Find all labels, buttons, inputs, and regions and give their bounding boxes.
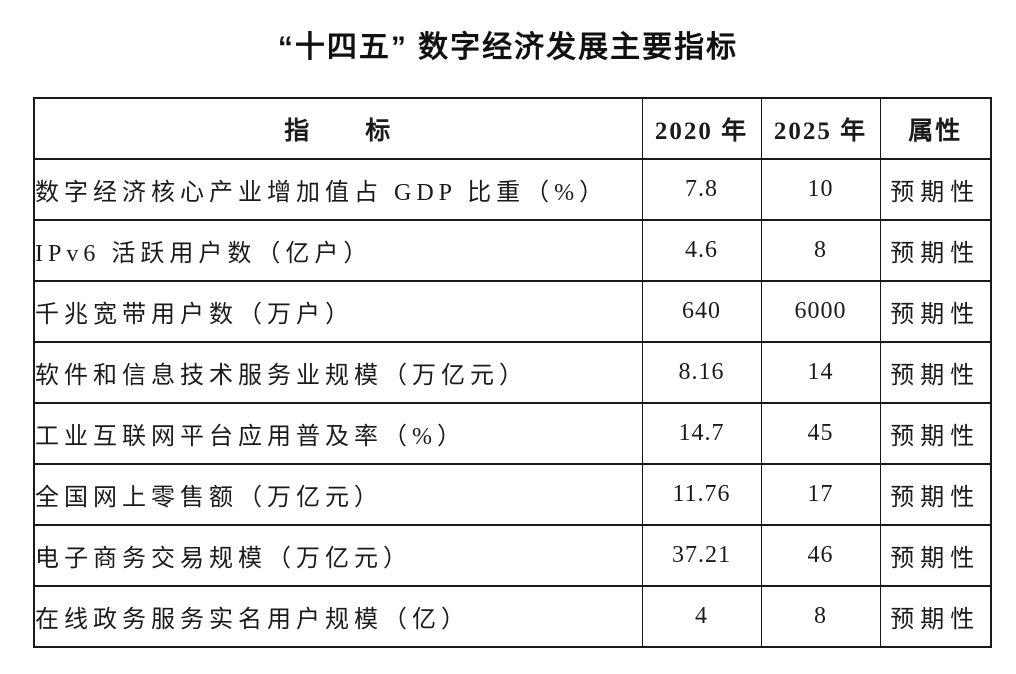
value-2025: 6000 — [760, 280, 881, 343]
table-row: 千兆宽带用户数（万户） 640 6000 预期性 — [33, 280, 992, 343]
indicators-table: 指 标 2020 年 2025 年 属性 数字经济核心产业增加值占 GDP 比重… — [33, 97, 992, 648]
table-row: 工业互联网平台应用普及率（%） 14.7 45 预期性 — [33, 402, 992, 465]
value-2020: 4.6 — [641, 219, 762, 282]
page-title: “十四五” 数字经济发展主要指标 — [277, 31, 739, 64]
indicator-name: 电子商务交易规模（万亿元） — [33, 524, 643, 587]
column-header-2025: 2025 年 — [760, 97, 881, 160]
attribute-value: 预期性 — [879, 158, 992, 221]
indicator-name: 在线政务服务实名用户规模（亿） — [33, 585, 643, 648]
table-row: 数字经济核心产业增加值占 GDP 比重（%） 7.8 10 预期性 — [33, 158, 992, 221]
table-row: 在线政务服务实名用户规模（亿） 4 8 预期性 — [33, 585, 992, 648]
attribute-value: 预期性 — [879, 402, 992, 465]
value-2025: 8 — [760, 219, 881, 282]
indicator-name: 数字经济核心产业增加值占 GDP 比重（%） — [33, 158, 643, 221]
attribute-value: 预期性 — [879, 524, 992, 587]
table-header: 指 标 2020 年 2025 年 属性 — [33, 97, 992, 160]
value-2020: 14.7 — [641, 402, 762, 465]
indicator-name: 全国网上零售额（万亿元） — [33, 463, 643, 526]
attribute-value: 预期性 — [879, 463, 992, 526]
column-header-indicator: 指 标 — [33, 97, 643, 160]
value-2025: 10 — [760, 158, 881, 221]
indicator-name: 千兆宽带用户数（万户） — [33, 280, 643, 343]
table-row: 电子商务交易规模（万亿元） 37.21 46 预期性 — [33, 524, 992, 587]
header-row: 指 标 2020 年 2025 年 属性 — [33, 97, 992, 160]
value-2025: 14 — [760, 341, 881, 404]
value-2020: 7.8 — [641, 158, 762, 221]
value-2020: 37.21 — [641, 524, 762, 587]
indicator-name: 工业互联网平台应用普及率（%） — [33, 402, 643, 465]
value-2020: 4 — [641, 585, 762, 648]
table-row: 软件和信息技术服务业规模（万亿元） 8.16 14 预期性 — [33, 341, 992, 404]
value-2025: 45 — [760, 402, 881, 465]
table-row: IPv6 活跃用户数（亿户） 4.6 8 预期性 — [33, 219, 992, 282]
table-body: 数字经济核心产业增加值占 GDP 比重（%） 7.8 10 预期性 IPv6 活… — [33, 158, 992, 648]
value-2025: 17 — [760, 463, 881, 526]
table-row: 全国网上零售额（万亿元） 11.76 17 预期性 — [33, 463, 992, 526]
attribute-value: 预期性 — [879, 219, 992, 282]
column-header-attribute: 属性 — [879, 97, 992, 160]
value-2020: 11.76 — [641, 463, 762, 526]
value-2025: 46 — [760, 524, 881, 587]
attribute-value: 预期性 — [879, 280, 992, 343]
value-2020: 8.16 — [641, 341, 762, 404]
attribute-value: 预期性 — [879, 341, 992, 404]
indicator-name: IPv6 活跃用户数（亿户） — [33, 219, 643, 282]
column-header-2020: 2020 年 — [641, 97, 762, 160]
value-2020: 640 — [641, 280, 762, 343]
value-2025: 8 — [760, 585, 881, 648]
indicator-name: 软件和信息技术服务业规模（万亿元） — [33, 341, 643, 404]
attribute-value: 预期性 — [879, 585, 992, 648]
